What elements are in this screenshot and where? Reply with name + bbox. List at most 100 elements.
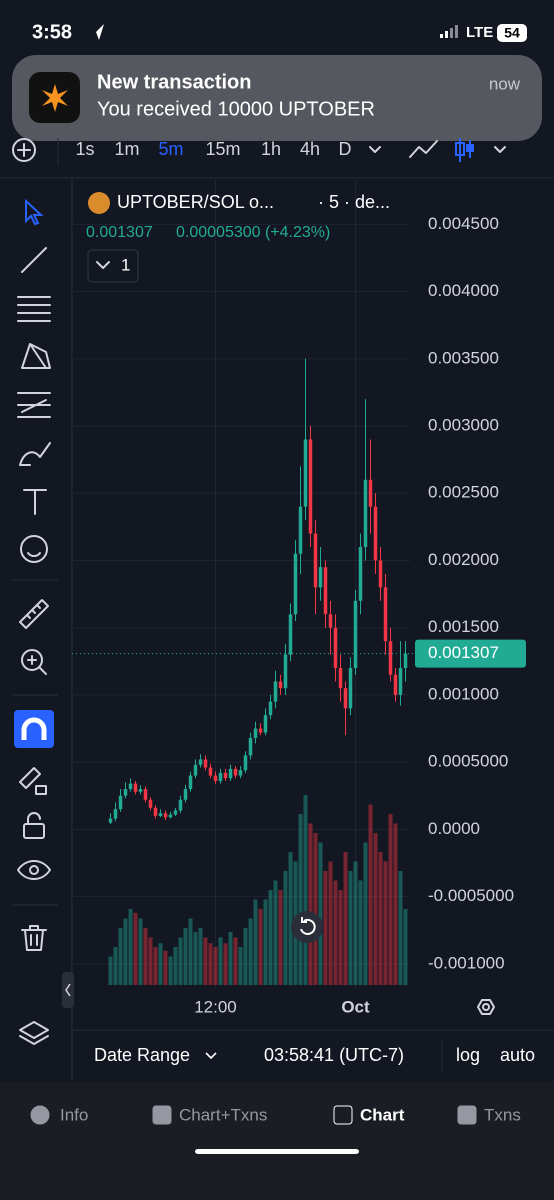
timeframe[interactable]: 15m (205, 139, 240, 159)
fib-tool[interactable] (17, 296, 51, 322)
candle-body (188, 775, 193, 790)
lock-drawings-tool[interactable] (19, 767, 47, 795)
y-tick-label: -0.001000 (428, 953, 505, 972)
reset-icon (300, 917, 316, 935)
cursor-tool[interactable] (25, 198, 44, 226)
candle-body (263, 715, 268, 733)
tab-label[interactable]: Info (60, 1105, 88, 1124)
timeframe[interactable]: 5m (158, 139, 183, 159)
candle-body (338, 668, 343, 689)
timeframe[interactable]: 4h (300, 139, 320, 159)
pattern-tool[interactable] (21, 343, 51, 369)
candle-body (118, 795, 123, 810)
volume-bar (328, 861, 333, 985)
y-tick-label: 0.0005000 (428, 752, 508, 771)
volume-bar (253, 899, 258, 985)
candle-body (218, 772, 223, 781)
notification-time: now (489, 74, 521, 93)
candle-body (203, 759, 208, 768)
candle-chart-button[interactable] (455, 138, 474, 162)
candle-body (268, 701, 273, 716)
unlock-tool[interactable] (23, 823, 45, 839)
auto-toggle[interactable]: auto (500, 1045, 535, 1065)
projection-tool[interactable] (17, 392, 51, 418)
volume-bar (268, 890, 273, 985)
candle-body (248, 737, 253, 756)
add-icon (17, 143, 31, 157)
volume-bar (323, 871, 328, 985)
tab-bar (0, 1082, 554, 1200)
brush-tool[interactable] (19, 442, 51, 466)
candle-body (348, 668, 353, 709)
ruler-tool[interactable] (19, 599, 49, 629)
notification[interactable]: New transaction You received 10000 UPTOB… (12, 55, 542, 141)
volume-bar (223, 943, 228, 985)
notification-body: You received 10000 UPTOBER (97, 98, 375, 120)
candle-body (283, 654, 288, 689)
timeframe[interactable]: 1h (261, 139, 281, 159)
pair-name[interactable]: UPTOBER/SOL o... (117, 192, 274, 212)
layers-button[interactable] (19, 1021, 49, 1045)
volume-bar (203, 937, 208, 985)
delete-tool[interactable] (21, 925, 47, 951)
candle-body (368, 479, 373, 507)
battery-level: 54 (504, 25, 520, 41)
date-range[interactable]: Date Range (94, 1045, 190, 1065)
home-indicator (195, 1149, 359, 1154)
volume-bar (373, 833, 378, 985)
trend-line-tool[interactable] (21, 247, 47, 273)
candle-body (273, 681, 278, 702)
line-chart-button[interactable] (409, 140, 438, 158)
app-icon-star (42, 84, 68, 112)
volume-bar (368, 804, 373, 985)
y-tick-label: 0.004000 (428, 281, 499, 300)
legend-change: 0.00005300 (+4.23%) (176, 224, 330, 241)
magnet-tool[interactable] (14, 710, 54, 748)
text-tool[interactable] (23, 489, 47, 515)
notification-card[interactable] (12, 55, 542, 141)
volume-bar (128, 909, 133, 985)
zoom-tool[interactable] (21, 649, 43, 671)
emoji-tool[interactable] (20, 535, 48, 563)
candle-body (373, 506, 378, 561)
volume-bar (248, 918, 253, 985)
collapse-tab[interactable] (62, 972, 74, 1008)
settings-button[interactable] (477, 999, 495, 1015)
candle-body (208, 767, 213, 776)
add-button[interactable] (12, 138, 36, 162)
candle-body (233, 768, 238, 776)
volume-bar (288, 852, 293, 985)
candle-body (318, 567, 323, 588)
candle-body (173, 810, 178, 815)
y-tick-label: 0.001000 (428, 684, 499, 703)
y-tick-label: 0.002500 (428, 483, 499, 502)
candle-body (383, 587, 388, 642)
tab-label[interactable]: Chart (360, 1105, 405, 1124)
candle-body (293, 553, 298, 615)
timeframe[interactable]: 1m (114, 139, 139, 159)
volume-bar (298, 814, 303, 985)
y-tick-label: 0.0000 (428, 819, 480, 838)
tab-label[interactable]: Chart+Txns (179, 1105, 267, 1124)
timeframe[interactable]: 1s (75, 139, 94, 159)
log-toggle[interactable]: log (456, 1045, 480, 1065)
candle-body (343, 688, 348, 709)
candle-body (198, 759, 203, 765)
chart-type-menu[interactable] (494, 146, 506, 153)
tab-label[interactable]: Txns (484, 1105, 521, 1124)
visibility-tool[interactable] (17, 860, 51, 880)
volume-bar (198, 928, 203, 985)
candle-body (298, 506, 303, 554)
timeframe-menu[interactable] (369, 146, 381, 153)
legend-price: 0.001307 (86, 224, 153, 241)
candle-body (143, 789, 148, 800)
timeframe[interactable]: D (339, 139, 352, 159)
reset-button[interactable] (291, 911, 323, 943)
candle-body (303, 439, 308, 507)
candle-body (333, 627, 338, 669)
series-toggle[interactable] (87, 249, 139, 283)
eye-pupil (29, 865, 39, 875)
series-toggle-icon (96, 261, 110, 269)
volume-bar (263, 899, 268, 985)
